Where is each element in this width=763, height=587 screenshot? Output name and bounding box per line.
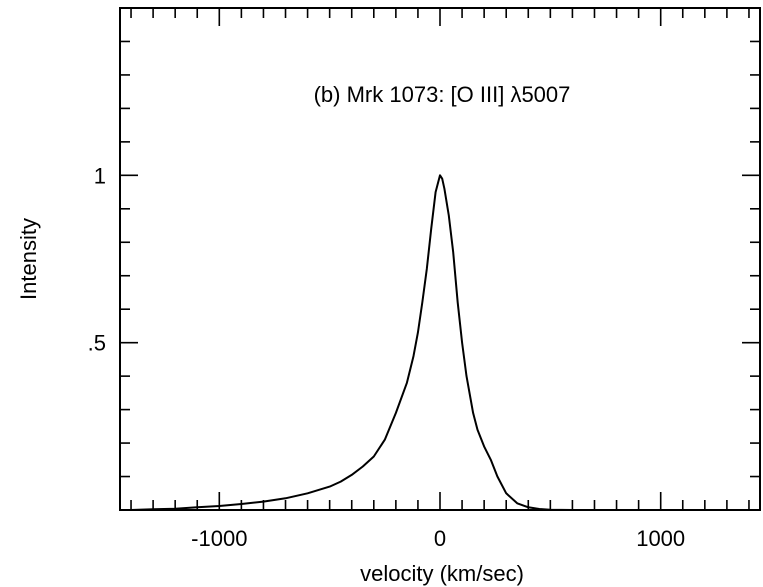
chart-title: (b) Mrk 1073: [O III] λ5007 xyxy=(314,82,571,107)
x-tick-label: 1000 xyxy=(636,526,685,551)
series-line xyxy=(130,174,749,511)
ticks xyxy=(120,8,760,510)
y-tick-label: 1 xyxy=(94,163,106,188)
y-tick-label: .5 xyxy=(88,331,106,356)
x-tick-label: -1000 xyxy=(191,526,247,551)
x-tick-label: 0 xyxy=(434,526,446,551)
y-axis-label: Intensity xyxy=(16,218,41,300)
x-axis-label: velocity (km/sec) xyxy=(360,561,524,586)
tick-labels: -1000 0 1000 .5 1 xyxy=(88,163,686,551)
